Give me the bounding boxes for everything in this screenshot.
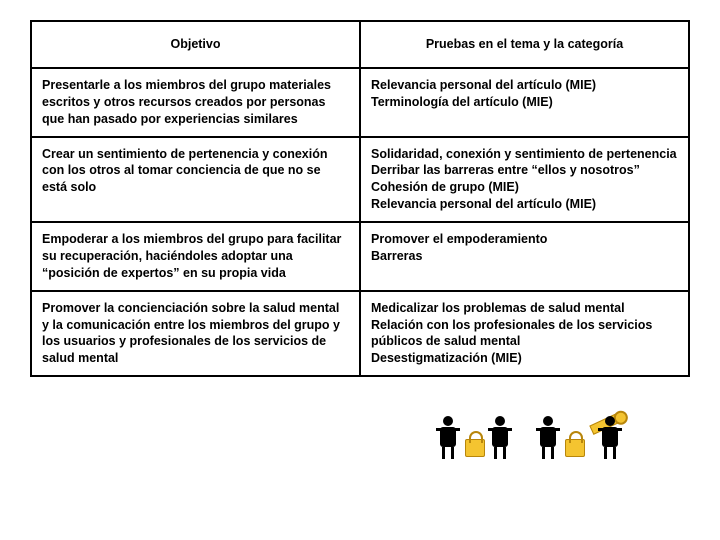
- table-row: Crear un sentimiento de pertenencia y co…: [31, 137, 689, 223]
- objectives-table: Objetivo Pruebas en el tema y la categor…: [30, 20, 690, 377]
- decorative-illustration: [30, 389, 690, 464]
- header-objetivo: Objetivo: [31, 21, 360, 68]
- cell-pruebas: Medicalizar los problemas de salud menta…: [360, 291, 689, 377]
- cell-objetivo: Presentarle a los miembros del grupo mat…: [31, 68, 360, 137]
- table-row: Empoderar a los miembros del grupo para …: [31, 222, 689, 291]
- cell-pruebas: Promover el empoderamientoBarreras: [360, 222, 689, 291]
- cell-pruebas: Solidaridad, conexión y sentimiento de p…: [360, 137, 689, 223]
- cell-pruebas: Relevancia personal del artículo (MIE)Te…: [360, 68, 689, 137]
- table-row: Presentarle a los miembros del grupo mat…: [31, 68, 689, 137]
- table-row: Promover la concienciación sobre la salu…: [31, 291, 689, 377]
- cell-objetivo: Crear un sentimiento de pertenencia y co…: [31, 137, 360, 223]
- people-lock-key-icon: [430, 389, 630, 459]
- table-header-row: Objetivo Pruebas en el tema y la categor…: [31, 21, 689, 68]
- cell-objetivo: Promover la concienciación sobre la salu…: [31, 291, 360, 377]
- cell-objetivo: Empoderar a los miembros del grupo para …: [31, 222, 360, 291]
- header-pruebas: Pruebas en el tema y la categoría: [360, 21, 689, 68]
